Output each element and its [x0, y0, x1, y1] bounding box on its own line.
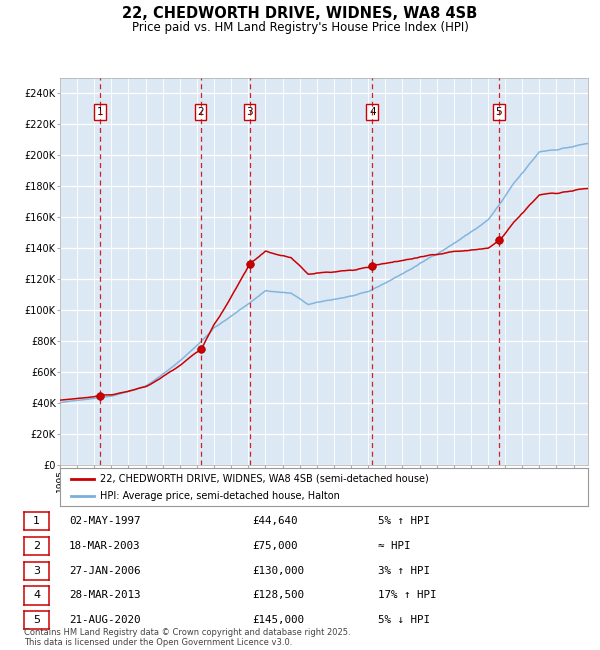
Text: 2: 2: [197, 107, 204, 117]
Text: 3% ↑ HPI: 3% ↑ HPI: [378, 566, 430, 576]
Text: 2: 2: [33, 541, 40, 551]
Text: 5: 5: [33, 615, 40, 625]
Text: ≈ HPI: ≈ HPI: [378, 541, 410, 551]
Text: £130,000: £130,000: [252, 566, 304, 576]
Text: 3: 3: [33, 566, 40, 576]
Text: 17% ↑ HPI: 17% ↑ HPI: [378, 590, 437, 601]
Text: 5: 5: [496, 107, 502, 117]
Text: 22, CHEDWORTH DRIVE, WIDNES, WA8 4SB (semi-detached house): 22, CHEDWORTH DRIVE, WIDNES, WA8 4SB (se…: [100, 474, 428, 484]
Text: 21-AUG-2020: 21-AUG-2020: [69, 615, 140, 625]
Text: Price paid vs. HM Land Registry's House Price Index (HPI): Price paid vs. HM Land Registry's House …: [131, 21, 469, 34]
Text: 1: 1: [33, 516, 40, 526]
Text: 5% ↑ HPI: 5% ↑ HPI: [378, 516, 430, 526]
Text: 5% ↓ HPI: 5% ↓ HPI: [378, 615, 430, 625]
Text: £44,640: £44,640: [252, 516, 298, 526]
Text: 3: 3: [246, 107, 253, 117]
Text: 27-JAN-2006: 27-JAN-2006: [69, 566, 140, 576]
Text: 22, CHEDWORTH DRIVE, WIDNES, WA8 4SB: 22, CHEDWORTH DRIVE, WIDNES, WA8 4SB: [122, 6, 478, 21]
Text: 4: 4: [33, 590, 40, 601]
Text: 1: 1: [97, 107, 103, 117]
Text: 4: 4: [369, 107, 376, 117]
Text: 28-MAR-2013: 28-MAR-2013: [69, 590, 140, 601]
Text: Contains HM Land Registry data © Crown copyright and database right 2025.
This d: Contains HM Land Registry data © Crown c…: [24, 628, 350, 647]
Text: 18-MAR-2003: 18-MAR-2003: [69, 541, 140, 551]
Text: HPI: Average price, semi-detached house, Halton: HPI: Average price, semi-detached house,…: [100, 491, 340, 501]
Text: £75,000: £75,000: [252, 541, 298, 551]
Text: £145,000: £145,000: [252, 615, 304, 625]
Text: 02-MAY-1997: 02-MAY-1997: [69, 516, 140, 526]
Text: £128,500: £128,500: [252, 590, 304, 601]
